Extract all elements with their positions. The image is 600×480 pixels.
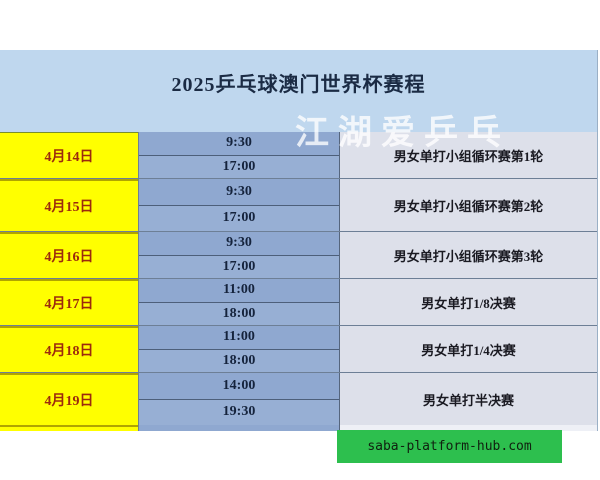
time-slot: 9:30 (139, 179, 339, 206)
table-row: 4月15日 9:30 17:00 男女单打小组循环赛第2轮 (0, 178, 597, 231)
times-cell: 11:00 18:00 (138, 326, 340, 372)
time-slot: 11:00 (139, 279, 339, 303)
page-title: 2025乒乓球澳门世界杯赛程 (171, 73, 426, 96)
event-cell: 男女单打小组循环赛第2轮 (340, 179, 597, 231)
date-cell: 4月19日 (0, 373, 138, 425)
time-slot: 11:00 (139, 326, 339, 350)
time-slot: 9:30 (139, 232, 339, 256)
times-cell: 9:30 17:00 (138, 232, 340, 278)
time-slot: 17:00 (139, 255, 339, 278)
time-slot: 17:00 (139, 205, 339, 231)
times-cell: 14:00 19:30 (138, 373, 340, 425)
times-cell: 9:30 17:00 (138, 132, 340, 178)
schedule-rows: 4月14日 9:30 17:00 男女单打小组循环赛第1轮 4月15日 9:30… (0, 132, 597, 431)
time-slot: 14:00 (139, 373, 339, 400)
table-row: 4月16日 9:30 17:00 男女单打小组循环赛第3轮 (0, 231, 597, 278)
title-band: 2025乒乓球澳门世界杯赛程 (0, 50, 597, 132)
event-cell: 男女单打小组循环赛第1轮 (340, 132, 597, 178)
event-cell: 男女单打小组循环赛第3轮 (340, 232, 597, 278)
date-cell: 4月18日 (0, 326, 138, 372)
time-slot: 18:00 (139, 349, 339, 372)
trim-date-column (0, 425, 138, 431)
date-cell: 4月15日 (0, 179, 138, 231)
time-slot: 9:30 (139, 132, 339, 156)
trim-event-column (340, 425, 597, 431)
site-banner: saba-platform-hub.com (337, 430, 562, 463)
schedule-table: 2025乒乓球澳门世界杯赛程 4月14日 9:30 17:00 男女单打小组循环… (0, 50, 598, 431)
event-cell: 男女单打1/4决赛 (340, 326, 597, 372)
time-slot: 17:00 (139, 155, 339, 178)
date-cell: 4月17日 (0, 279, 138, 325)
table-bottom-trim (0, 425, 597, 431)
table-row: 4月14日 9:30 17:00 男女单打小组循环赛第1轮 (0, 132, 597, 178)
event-cell: 男女单打1/8决赛 (340, 279, 597, 325)
event-cell: 男女单打半决赛 (340, 373, 597, 425)
table-row: 4月18日 11:00 18:00 男女单打1/4决赛 (0, 325, 597, 372)
times-cell: 9:30 17:00 (138, 179, 340, 231)
table-row: 4月17日 11:00 18:00 男女单打1/8决赛 (0, 278, 597, 325)
times-cell: 11:00 18:00 (138, 279, 340, 325)
date-cell: 4月16日 (0, 232, 138, 278)
time-slot: 18:00 (139, 302, 339, 325)
trim-time-column (138, 425, 340, 431)
date-cell: 4月14日 (0, 132, 138, 178)
time-slot: 19:30 (139, 399, 339, 425)
table-row: 4月19日 14:00 19:30 男女单打半决赛 (0, 372, 597, 425)
site-banner-text: saba-platform-hub.com (367, 439, 532, 454)
